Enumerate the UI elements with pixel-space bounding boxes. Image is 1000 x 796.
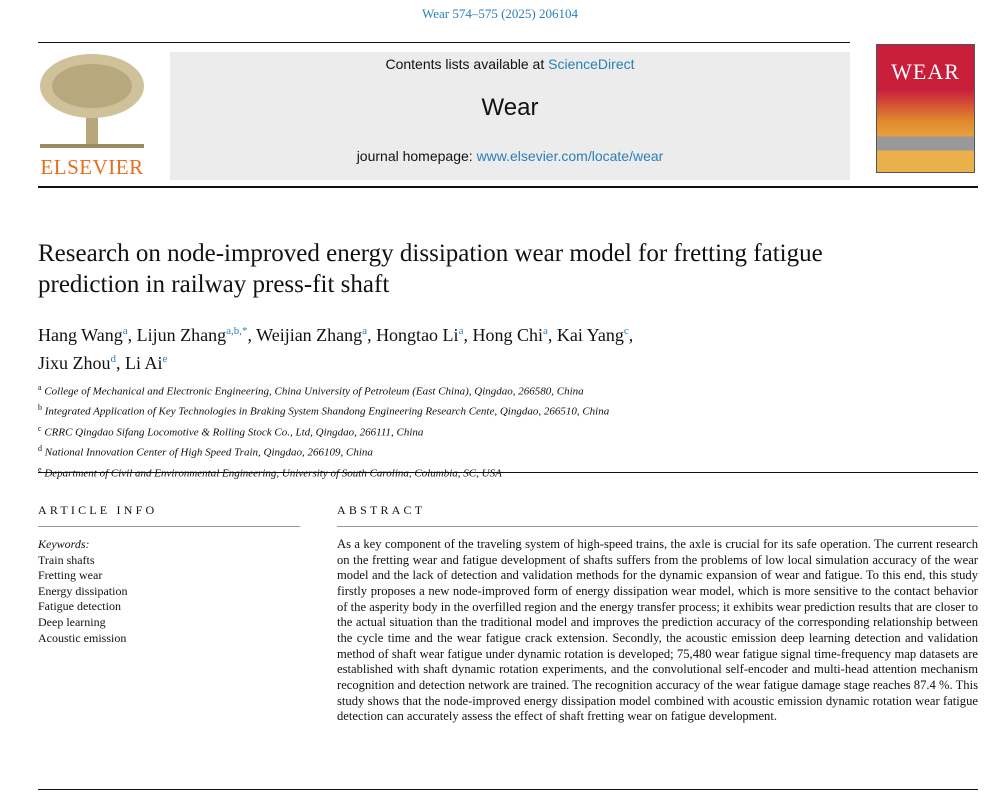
journal-header-box: Contents lists available at ScienceDirec…: [170, 52, 850, 180]
journal-homepage-link[interactable]: www.elsevier.com/locate/wear: [476, 148, 664, 164]
keywords-section: Keywords: Train shafts Fretting wear Energ…: [38, 537, 127, 646]
author-affiliation-marker[interactable]: a,b,*: [226, 325, 248, 337]
bottom-rule: [38, 789, 978, 790]
affiliations-rule: [38, 472, 978, 473]
keyword: Fatigue detection: [38, 599, 121, 614]
article-title: Research on node-improved energy dissipa…: [38, 240, 823, 298]
header-top-rule: [38, 42, 850, 43]
affiliation-text: Integrated Application of Key Technologi…: [44, 406, 610, 419]
author-affiliation-marker[interactable]: a: [542, 325, 548, 337]
affiliation-marker: e: [38, 464, 42, 474]
contents-prefix: Contents lists available at: [385, 56, 549, 72]
author-affiliation-marker[interactable]: a: [362, 325, 368, 337]
affiliation: e Department of Civil and Environmental …: [38, 462, 609, 482]
author-affiliation-marker[interactable]: e: [162, 353, 168, 365]
affiliation-marker: b: [38, 403, 42, 413]
keyword: Deep learning: [38, 614, 106, 629]
affiliation: b Integrated Application of Key Technolo…: [38, 400, 609, 420]
abstract-rule: [337, 526, 978, 527]
author-list: Hang Wanga, Lijun Zhanga,b,*, Weijian Zh…: [38, 325, 634, 373]
affiliation-text: Department of Civil and Environmental En…: [44, 467, 502, 480]
article-info-heading: ARTICLE INFO: [38, 503, 158, 517]
affiliation-marker: c: [38, 423, 42, 433]
keywords-label: Keywords:: [38, 537, 90, 551]
author-name[interactable]: Kai Yang: [556, 325, 624, 345]
author-name[interactable]: Hongtao Li: [376, 325, 459, 345]
author-name[interactable]: Lijun Zhang: [136, 325, 227, 345]
author-affiliation-marker[interactable]: a: [122, 325, 128, 337]
keyword: Energy dissipation: [38, 583, 128, 598]
header-bottom-rule: [38, 186, 978, 188]
affiliation-marker: a: [38, 383, 42, 392]
homepage-prefix: journal homepage:: [356, 148, 477, 164]
author-affiliation-marker[interactable]: a: [458, 325, 464, 337]
author-name[interactable]: Weijian Zhang: [256, 325, 363, 345]
journal-citation-link[interactable]: Wear 574–575 (2025) 206104: [421, 6, 578, 21]
keyword: Acoustic emission: [38, 630, 127, 645]
affiliation: c CRRC Qingdao Sifang Locomotive & Rolli…: [38, 421, 609, 441]
author-name[interactable]: Hang Wang: [38, 325, 123, 345]
article-info-rule: [38, 526, 300, 527]
journal-cover-image[interactable]: WEAR: [876, 44, 975, 173]
abstract-heading: ABSTRACT: [337, 503, 426, 517]
affiliations: a College of Mechanical and Electronic E…: [38, 380, 609, 482]
elsevier-wordmark: ELSEVIER: [40, 155, 144, 179]
affiliation: d National Innovation Center of High Spe…: [38, 441, 609, 461]
affiliation-text: College of Mechanical and Electronic Eng…: [44, 385, 584, 398]
affiliation-marker: d: [38, 444, 42, 454]
affiliation: a College of Mechanical and Electronic E…: [38, 380, 609, 400]
cover-title: WEAR: [891, 59, 960, 84]
journal-name: Wear: [481, 94, 539, 121]
affiliation-text: National Innovation Center of High Speed…: [44, 447, 373, 460]
affiliation-text: CRRC Qingdao Sifang Locomotive & Rolling…: [44, 426, 424, 439]
elsevier-logo[interactable]: ELSEVIER: [36, 50, 148, 180]
keyword: Train shafts: [38, 552, 95, 567]
keyword: Fretting wear: [38, 568, 103, 583]
sciencedirect-link[interactable]: ScienceDirect: [548, 56, 635, 72]
author-name[interactable]: Hong Chi: [472, 325, 543, 345]
author-affiliation-marker[interactable]: c: [623, 325, 629, 337]
abstract-text: As a key component of the traveling syst…: [337, 537, 978, 724]
author-affiliation-marker[interactable]: d: [110, 353, 117, 365]
elsevier-tree-icon: [40, 54, 144, 148]
author-name[interactable]: Jixu Zhou: [38, 353, 111, 373]
author-name[interactable]: Li Ai: [125, 353, 163, 373]
